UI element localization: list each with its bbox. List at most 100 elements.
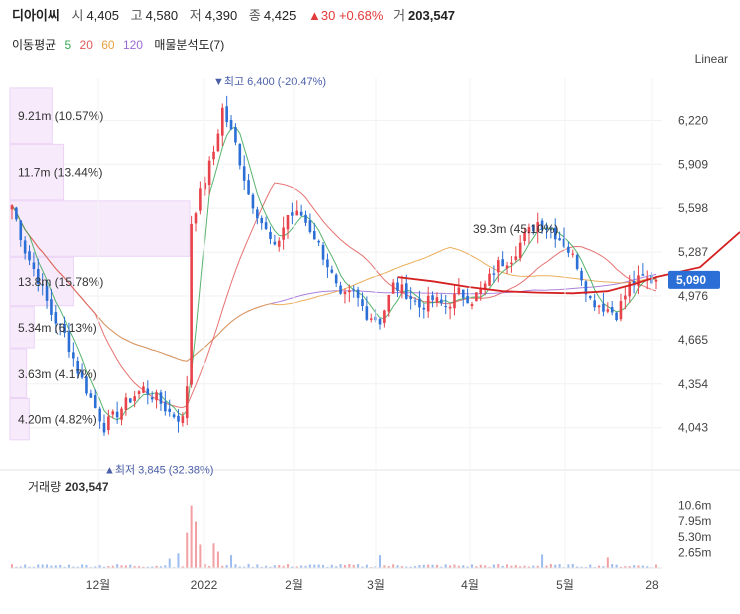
candle-body <box>637 275 640 286</box>
candle-body <box>562 238 566 247</box>
volume-bar <box>576 566 579 568</box>
y-tick-label: 6,220 <box>678 113 708 127</box>
candle-body <box>510 262 513 265</box>
candle-body <box>343 291 347 295</box>
volume-bar <box>532 565 535 568</box>
volume-bar <box>37 564 40 568</box>
candle-body <box>628 282 632 297</box>
volume-bar <box>146 566 149 568</box>
candle-body <box>150 397 154 400</box>
candle-body <box>72 352 75 359</box>
volume-bar <box>471 564 473 568</box>
volume-bar <box>234 564 237 568</box>
candle-body <box>128 398 132 403</box>
volume-bar <box>479 564 482 568</box>
volume-bar <box>15 566 18 568</box>
volume-bar <box>216 551 219 568</box>
candle-body <box>505 265 509 269</box>
candle-body <box>124 397 128 410</box>
candle-body <box>418 298 421 308</box>
candle-body <box>440 299 443 304</box>
volume-bar <box>606 557 609 568</box>
candle-body <box>220 107 224 136</box>
y-tick-label: 4,043 <box>678 421 708 435</box>
candle-body <box>177 415 180 422</box>
volume-bar <box>155 565 158 568</box>
volume-bar <box>567 564 570 568</box>
volume-bar <box>361 566 364 568</box>
candle-body <box>496 260 500 273</box>
candle-body <box>282 227 285 240</box>
candle-body <box>624 295 627 300</box>
volume-bar <box>405 566 408 568</box>
volume-bar <box>457 565 460 568</box>
candle-body <box>216 133 220 152</box>
volume-bar <box>348 563 351 568</box>
candle-body <box>545 228 548 230</box>
volume-bar <box>24 564 27 568</box>
volume-bar <box>580 566 583 568</box>
volume-bar <box>151 566 154 568</box>
candle-body <box>391 282 395 294</box>
volume-profile-bar <box>9 348 28 398</box>
candle-body <box>514 256 518 260</box>
volume-bar <box>177 553 180 568</box>
candle-body <box>606 309 610 312</box>
open-value: 4,405 <box>86 8 119 23</box>
volume-bar <box>409 566 412 568</box>
candle-body <box>256 209 259 219</box>
candle-body <box>466 295 469 304</box>
candle-body <box>409 296 412 300</box>
candle-body <box>203 182 207 190</box>
volume-bar <box>107 566 110 568</box>
volume-bar <box>278 565 281 568</box>
volume-profile-label: 9.21m (10.57%) <box>18 109 103 123</box>
volume-bar <box>554 564 557 568</box>
candle-body <box>422 307 426 310</box>
candle-body <box>361 299 364 307</box>
volume-bar <box>111 565 114 568</box>
volume-bar <box>133 565 136 568</box>
candle-body <box>426 295 430 312</box>
x-tick-label: 12월 <box>86 578 110 592</box>
candle-body <box>400 284 404 294</box>
candle-body <box>45 285 49 301</box>
candle-body <box>308 220 312 233</box>
volume-bar <box>63 566 66 568</box>
moving-average-legend[interactable]: 이동평균 5 20 60 120 매물분석도(7) <box>12 36 229 53</box>
x-tick-label: 3월 <box>367 578 385 592</box>
volume-bar <box>251 566 254 568</box>
volume-bar <box>655 564 657 568</box>
volume-bar <box>444 564 447 568</box>
candle-body <box>567 246 570 253</box>
scale-toggle[interactable]: Linear <box>694 52 728 66</box>
volume-bar <box>326 566 329 568</box>
candle-body <box>492 273 496 275</box>
candle-body <box>553 227 557 240</box>
candle-body <box>488 273 491 286</box>
volume-bar <box>195 521 197 568</box>
candle-body <box>185 386 189 419</box>
volume-bar <box>497 564 500 568</box>
candle-body <box>641 274 645 276</box>
volume-bar <box>383 565 386 568</box>
volume-profile-label: 11.7m (13.44%) <box>18 166 103 180</box>
volume-bar <box>304 565 307 568</box>
volume-bar <box>124 565 127 568</box>
candle-body <box>575 255 579 269</box>
volume-bar <box>11 564 13 568</box>
candle-body <box>36 268 40 284</box>
candle-body <box>247 180 250 195</box>
volume-bar <box>313 564 316 568</box>
volume-bar <box>59 564 62 568</box>
volume-bar <box>589 564 592 568</box>
candle-body <box>80 370 84 378</box>
candle-body <box>365 306 369 320</box>
volume-bar <box>273 565 276 568</box>
current-price-badge <box>668 270 720 289</box>
volume-bar <box>265 565 268 568</box>
candle-body <box>483 283 487 290</box>
volume-profile-label[interactable]: 매물분석도(7) <box>154 38 225 52</box>
high-annotation: ▼최고 6,400 (-20.47%) <box>213 75 326 88</box>
